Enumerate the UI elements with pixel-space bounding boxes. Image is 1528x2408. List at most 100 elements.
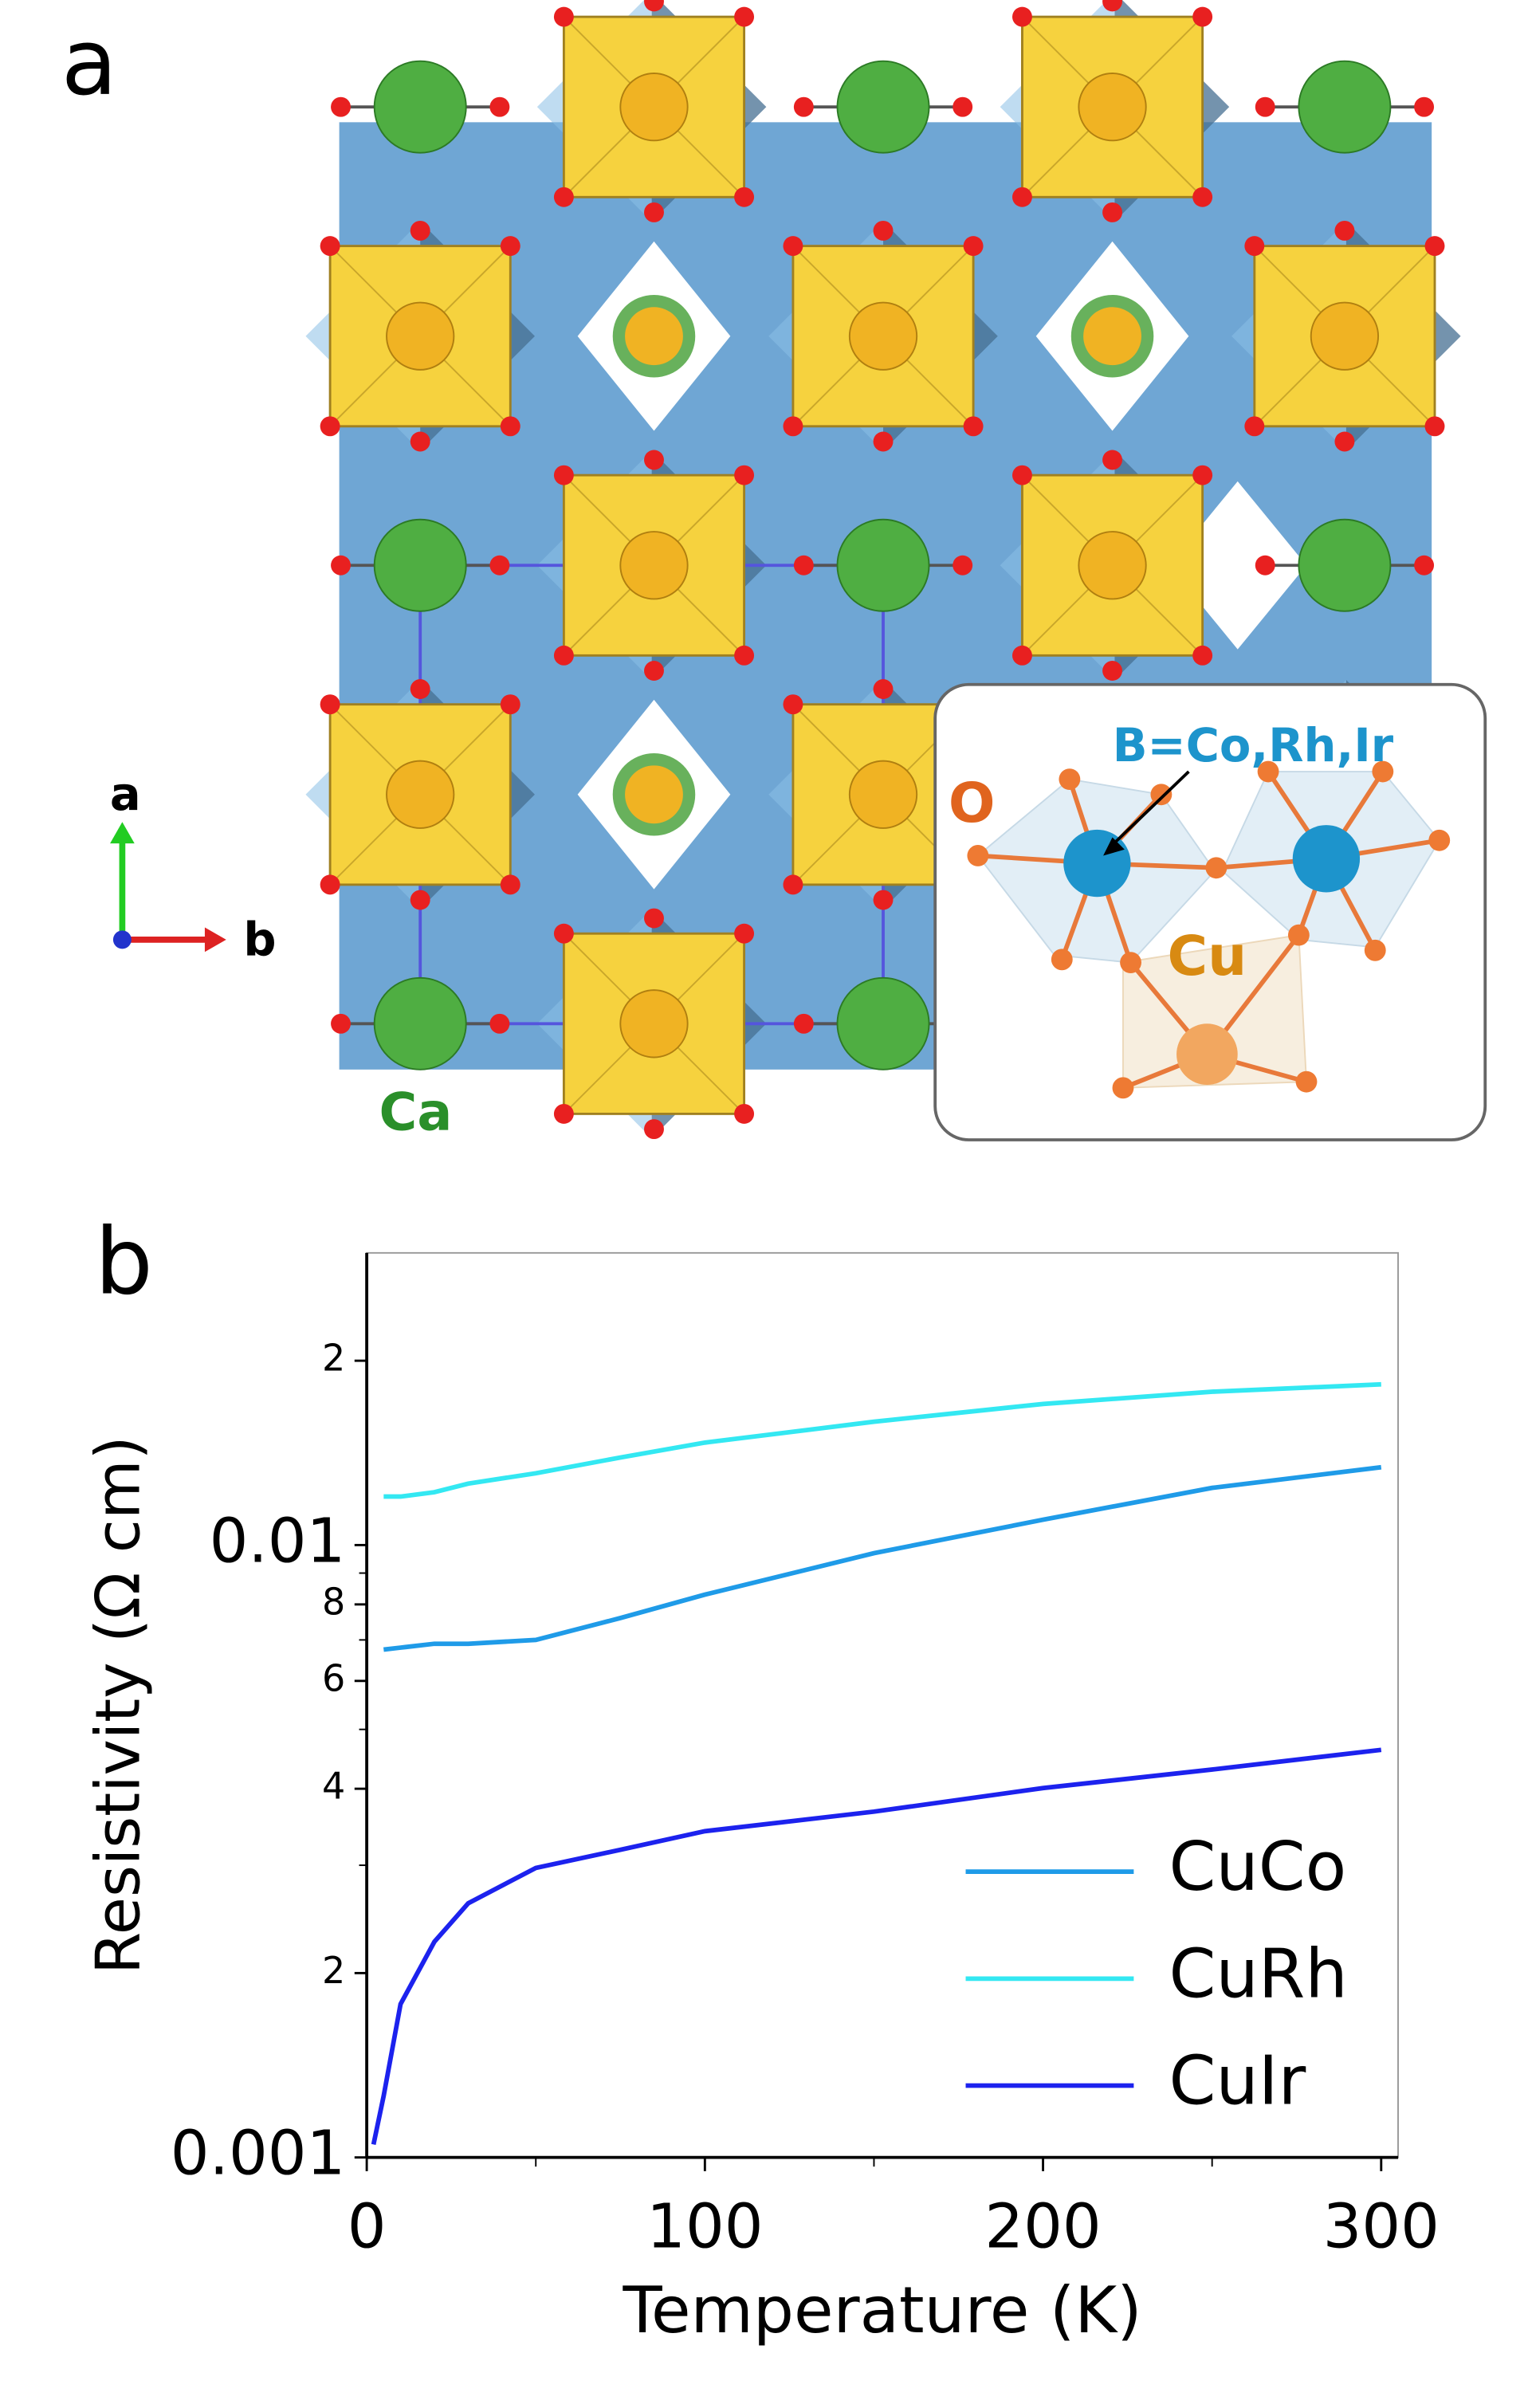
ca-atom xyxy=(373,518,467,612)
oxygen-atom xyxy=(410,890,430,910)
oxygen-atom xyxy=(500,694,520,715)
cu-atom xyxy=(1078,531,1147,600)
oxygen-atom xyxy=(783,236,803,257)
oxygen-atom xyxy=(1244,416,1265,437)
ca-atom xyxy=(373,976,467,1070)
oxygen-atom xyxy=(1255,96,1275,117)
oxygen-atom xyxy=(1334,220,1355,241)
oxygen-atom xyxy=(783,694,803,715)
oxygen-atom xyxy=(1102,202,1123,222)
oxygen-atom xyxy=(783,416,803,437)
cu-atom xyxy=(1078,73,1147,142)
oxygen-atom xyxy=(644,1119,664,1140)
oxygen-atom xyxy=(873,890,894,910)
oxygen-atom xyxy=(953,555,973,575)
oxygen-atom xyxy=(1424,416,1445,437)
ca-atom xyxy=(373,60,467,154)
b-atom xyxy=(1063,829,1131,898)
legend-label: CuIr xyxy=(1169,2041,1306,2119)
oxygen-atom xyxy=(953,96,973,117)
oxygen-atom xyxy=(553,923,574,944)
oxygen-atom xyxy=(320,416,340,437)
cu-atom xyxy=(386,760,455,829)
oxygen-atom xyxy=(1011,187,1032,207)
oxygen-atom xyxy=(1244,236,1265,257)
oxygen-atom xyxy=(1192,6,1213,27)
cu-atom xyxy=(1083,307,1141,366)
cu-atom xyxy=(848,301,918,371)
oxygen-atom xyxy=(1011,645,1032,666)
oxygen-atom xyxy=(644,450,664,470)
oxygen-atom xyxy=(410,431,430,452)
oxygen-atom xyxy=(793,1013,814,1034)
oxygen-atom xyxy=(489,1013,510,1034)
oxygen-atom xyxy=(553,1103,574,1124)
oxygen-atom xyxy=(553,187,574,207)
oxygen-atom xyxy=(500,416,520,437)
oxygen-atom xyxy=(320,694,340,715)
oxygen-atom xyxy=(489,555,510,575)
series-line xyxy=(383,1381,1381,1499)
x-tick-label: 300 xyxy=(1323,2192,1440,2263)
oxygen-atom xyxy=(734,6,755,27)
panel-label: a xyxy=(61,10,117,116)
oxygen-atom xyxy=(1192,645,1213,666)
oxygen-atom xyxy=(644,0,664,12)
oxygen-atom xyxy=(331,555,351,575)
y-tick-label: 8 xyxy=(322,1580,345,1623)
legend-label: CuCo xyxy=(1169,1828,1346,1906)
oxygen-atom xyxy=(644,908,664,929)
arrowhead xyxy=(204,927,226,953)
oxygen-atom xyxy=(734,187,755,207)
legend-label: CuRh xyxy=(1169,1935,1347,2013)
origin xyxy=(112,930,132,949)
oxygen-atom xyxy=(644,661,664,681)
x-tick-label: 200 xyxy=(984,2192,1101,2263)
oxygen-atom xyxy=(963,416,984,437)
ca-atom xyxy=(1298,60,1392,154)
oxygen-atom xyxy=(553,6,574,27)
oxygen-atom xyxy=(1102,661,1123,681)
pointer xyxy=(1111,770,1190,847)
oxygen-atom xyxy=(1011,465,1032,485)
ca-atom xyxy=(836,976,930,1070)
oxygen-atom xyxy=(410,220,430,241)
y-tick-label: 2 xyxy=(322,1337,345,1380)
oxygen-atom xyxy=(331,1013,351,1034)
oxygen-atom xyxy=(1424,236,1445,257)
oxygen-atom xyxy=(1102,450,1123,470)
cu-atom xyxy=(619,73,689,142)
oxygen-atom xyxy=(963,236,984,257)
oxygen-atom xyxy=(1192,465,1213,485)
cu-atom xyxy=(1310,301,1380,371)
cu-atom xyxy=(625,307,683,366)
x-tick-label: 0 xyxy=(348,2192,387,2263)
oxygen-atom xyxy=(489,96,510,117)
series-line xyxy=(371,1747,1382,2145)
x-tick-label: 100 xyxy=(646,2192,763,2263)
ca-atom xyxy=(836,518,930,612)
chart: 0.001 2 4 6 80.01 2 0 100 200 300 Temperature (K) R… xyxy=(83,1251,1440,2347)
y-axis-title: Resistivity (Ω cm) xyxy=(83,1436,154,1974)
y-tick-label: 0.001 xyxy=(171,2119,345,2190)
oxygen-atom xyxy=(1414,555,1435,575)
oxygen-atom xyxy=(1192,187,1213,207)
ca-atom xyxy=(836,60,930,154)
cu-atom xyxy=(848,760,918,829)
cu-atom xyxy=(625,765,683,824)
inset-label: O xyxy=(949,772,996,835)
cu-atom xyxy=(619,989,689,1059)
oxygen-atom xyxy=(734,465,755,485)
ca-atom xyxy=(1298,518,1392,612)
oxygen-atom xyxy=(500,236,520,257)
axis-label: b xyxy=(243,913,276,966)
pointer-head xyxy=(1103,837,1125,856)
axis-label: a xyxy=(110,768,141,821)
oxygen-atom xyxy=(873,431,894,452)
oxygen-atom xyxy=(734,645,755,666)
oxygen-atom xyxy=(793,555,814,575)
inset-label: Cu xyxy=(1168,925,1247,988)
oxygen-atom xyxy=(793,96,814,117)
